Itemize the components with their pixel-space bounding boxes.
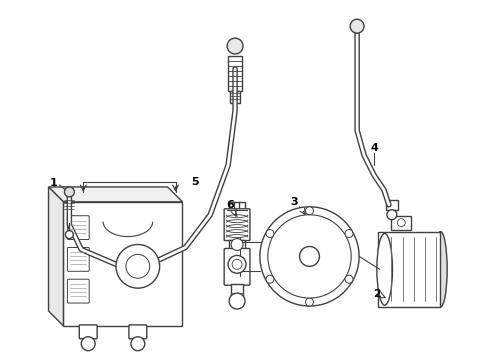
Circle shape (299, 247, 319, 266)
Circle shape (64, 187, 74, 197)
FancyBboxPatch shape (79, 325, 97, 339)
Circle shape (81, 337, 95, 351)
Circle shape (259, 207, 358, 306)
Bar (377, 231, 440, 307)
Circle shape (265, 230, 273, 238)
Circle shape (126, 255, 149, 278)
FancyBboxPatch shape (67, 216, 89, 239)
Text: 2: 2 (372, 289, 380, 299)
Circle shape (116, 244, 160, 288)
Bar (239, 202, 244, 210)
Circle shape (65, 231, 73, 239)
Text: 5: 5 (191, 177, 199, 187)
Text: 1: 1 (49, 178, 57, 188)
FancyBboxPatch shape (224, 209, 249, 240)
Bar (231, 284, 243, 296)
Bar (229, 202, 235, 210)
FancyBboxPatch shape (129, 325, 146, 339)
Ellipse shape (433, 231, 446, 307)
Text: 4: 4 (369, 143, 377, 153)
Circle shape (305, 298, 313, 306)
Bar (229, 239, 244, 249)
Text: 3: 3 (290, 197, 298, 207)
Circle shape (349, 19, 364, 33)
Bar (230, 91, 240, 103)
Bar (390, 216, 410, 230)
Circle shape (228, 255, 245, 273)
FancyBboxPatch shape (224, 248, 249, 285)
PathPatch shape (48, 187, 182, 202)
Circle shape (345, 275, 352, 283)
Circle shape (231, 239, 243, 251)
Circle shape (396, 219, 405, 227)
Circle shape (345, 230, 352, 238)
Bar (63, 215, 75, 223)
Circle shape (229, 293, 244, 309)
Text: 6: 6 (226, 200, 234, 210)
Circle shape (232, 260, 242, 269)
PathPatch shape (48, 187, 63, 326)
Bar (385, 200, 397, 210)
Circle shape (305, 207, 313, 215)
Circle shape (267, 215, 350, 298)
Circle shape (131, 337, 144, 351)
Bar (228, 56, 242, 91)
Bar (234, 202, 240, 210)
Circle shape (226, 38, 243, 54)
PathPatch shape (63, 202, 182, 326)
FancyBboxPatch shape (67, 247, 89, 271)
Circle shape (265, 275, 273, 283)
Bar (64, 197, 74, 215)
Ellipse shape (376, 234, 392, 305)
Circle shape (386, 210, 396, 220)
FancyBboxPatch shape (67, 279, 89, 303)
